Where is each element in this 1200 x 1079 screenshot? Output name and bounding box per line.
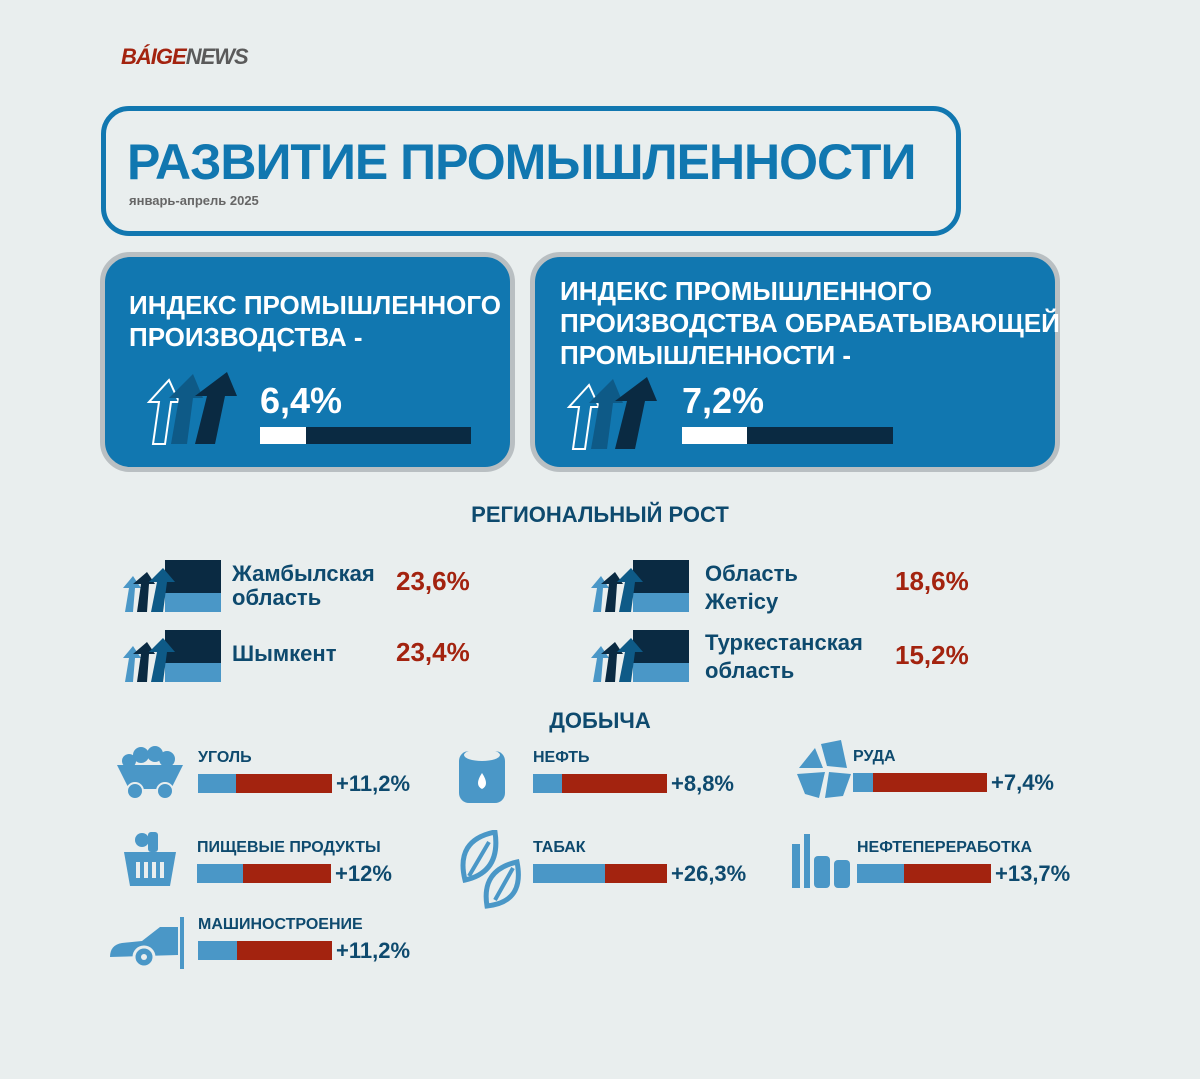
- progress-bar: [260, 427, 471, 444]
- ore-icon: [795, 738, 855, 807]
- regional-title: РЕГИОНАЛЬНЫЙ РОСТ: [471, 502, 729, 527]
- mining-label: НЕФТЕПЕРЕРАБОТКА: [857, 839, 1033, 856]
- refinery-icon: [790, 830, 854, 895]
- mining-bar: [853, 773, 987, 792]
- mining-label: МАШИНОСТРОЕНИЕ: [198, 916, 363, 933]
- card-heading: ИНДЕКС ПРОМЫШЛЕННОГО: [129, 290, 501, 320]
- region-growth-icon: [123, 630, 221, 682]
- mining-value: +13,7%: [995, 861, 1071, 886]
- mining-bar: [198, 774, 332, 793]
- region-value: 23,6%: [396, 566, 470, 596]
- food-basket-icon: [120, 830, 180, 895]
- region-value: 18,6%: [895, 566, 969, 596]
- mining-bar: [197, 864, 331, 883]
- mining-bar: [533, 774, 667, 793]
- card-heading: ПРОИЗВОДСТВА -: [129, 322, 363, 352]
- region-name: Область: [705, 561, 798, 586]
- card-heading: ПРОИЗВОДСТВА ОБРАБАТЫВАЮЩЕЙ: [560, 308, 1060, 338]
- mining-label: УГОЛЬ: [198, 749, 252, 766]
- region-name: Шымкент: [232, 641, 337, 666]
- mining-value: +26,3%: [671, 861, 747, 886]
- region-name: область: [705, 658, 795, 683]
- mining-bar: [198, 941, 332, 960]
- growth-arrows-icon: [566, 377, 657, 450]
- mining-label: ТАБАК: [533, 839, 586, 856]
- mining-value: +11,2%: [336, 771, 411, 796]
- title-frame: [101, 106, 961, 236]
- mining-title: ДОБЫЧА: [549, 708, 651, 733]
- mining-value: +12%: [335, 861, 392, 886]
- region-name: Жамбылская: [232, 561, 375, 586]
- logo: BÁIGENEWS: [121, 44, 249, 69]
- mining-value: +8,8%: [671, 771, 734, 796]
- progress-bar: [682, 427, 893, 444]
- region-name: Туркестанская: [705, 630, 863, 655]
- region-growth-icon: [591, 630, 689, 682]
- mining-label: ПИЩЕВЫЕ ПРОДУКТЫ: [197, 839, 381, 856]
- car-icon: [108, 915, 188, 976]
- growth-arrows-icon: [146, 372, 237, 445]
- coal-cart-icon: [115, 745, 185, 806]
- region-value: 23,4%: [396, 637, 470, 667]
- region-growth-icon: [123, 560, 221, 612]
- tobacco-leaf-icon: [455, 829, 525, 915]
- card-heading: ИНДЕКС ПРОМЫШЛЕННОГО: [560, 276, 932, 306]
- mining-value: +11,2%: [336, 938, 411, 963]
- region-value: 15,2%: [895, 640, 969, 670]
- card-heading: ПРОМЫШЛЕННОСТИ -: [560, 340, 852, 370]
- page-title: РАЗВИТИЕ ПРОМЫШЛЕННОСТИ: [127, 134, 916, 190]
- index-card-manufacturing: ИНДЕКС ПРОМЫШЛЕННОГО ПРОИЗВОДСТВА ОБРАБА…: [530, 252, 1060, 472]
- mining-label: НЕФТЬ: [533, 749, 590, 766]
- card-value: 6,4%: [260, 380, 343, 421]
- region-growth-icon: [591, 560, 689, 612]
- mining-value: +7,4%: [991, 770, 1054, 795]
- mining-bar: [533, 864, 667, 883]
- mining-label: РУДА: [853, 748, 896, 765]
- card-value: 7,2%: [682, 380, 765, 421]
- region-name: область: [232, 585, 322, 610]
- index-card-total: ИНДЕКС ПРОМЫШЛЕННОГО ПРОИЗВОДСТВА - 6,4%: [100, 252, 515, 472]
- oil-barrel-icon: [455, 745, 511, 814]
- mining-bar: [857, 864, 991, 883]
- region-name: Жетісу: [705, 589, 779, 614]
- period: январь-апрель 2025: [129, 193, 259, 208]
